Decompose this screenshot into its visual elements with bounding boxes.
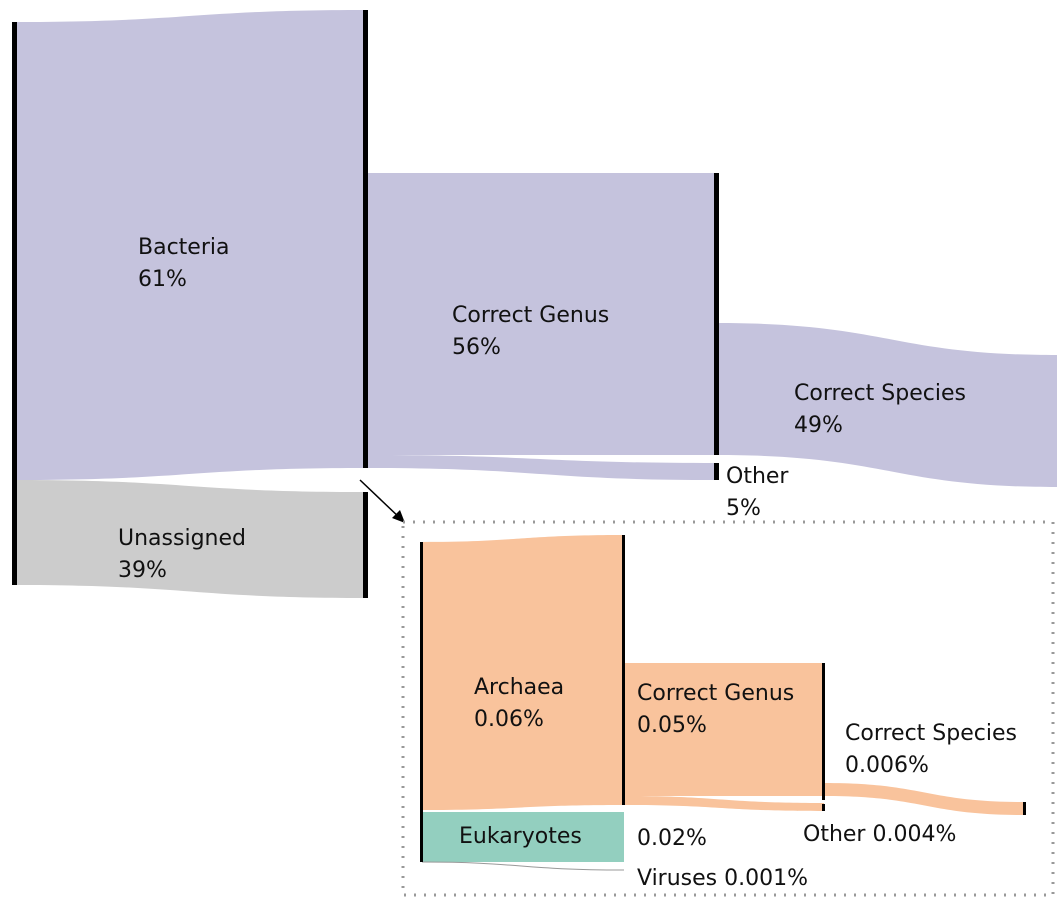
label: 0.06% bbox=[474, 707, 544, 732]
flow-inset-species bbox=[824, 783, 1025, 815]
flow-viruses bbox=[421, 861, 625, 871]
label: Bacteria bbox=[138, 235, 229, 260]
flow-inset-other bbox=[624, 796, 824, 811]
label: 61% bbox=[138, 267, 187, 292]
label: 39% bbox=[118, 558, 167, 583]
flow-correct-genus bbox=[365, 173, 716, 455]
label: Correct Genus bbox=[637, 681, 794, 706]
label: 49% bbox=[794, 413, 843, 438]
label: Viruses 0.001% bbox=[637, 866, 808, 891]
flow-other bbox=[365, 455, 716, 480]
label: 0.02% bbox=[637, 826, 707, 851]
arrow bbox=[359, 479, 403, 521]
label: Correct Genus bbox=[452, 303, 609, 328]
node-bar bbox=[822, 663, 825, 800]
node-bar bbox=[1023, 802, 1026, 815]
label: 5% bbox=[726, 496, 761, 521]
label: Correct Species bbox=[845, 721, 1017, 746]
node-bar bbox=[363, 10, 368, 468]
label: 0.05% bbox=[637, 713, 707, 738]
label: Archaea bbox=[474, 675, 564, 700]
node-bar bbox=[12, 22, 17, 585]
node-bar bbox=[363, 492, 368, 598]
node-bar bbox=[420, 542, 423, 862]
node-bar bbox=[622, 535, 625, 805]
label: Correct Species bbox=[794, 381, 966, 406]
flow-unassigned bbox=[14, 480, 365, 598]
flow-archaea bbox=[422, 535, 624, 810]
flow-eukaryotes bbox=[422, 812, 624, 862]
label: Other bbox=[726, 464, 789, 489]
node-bar bbox=[714, 173, 719, 455]
node-bar bbox=[714, 463, 719, 480]
node-bar bbox=[822, 804, 825, 811]
label: Unassigned bbox=[118, 526, 246, 551]
label: 56% bbox=[452, 335, 501, 360]
flow-bacteria bbox=[14, 10, 365, 480]
flow-inset-genus bbox=[624, 663, 824, 796]
label: Eukaryotes bbox=[459, 824, 582, 849]
flow-correct-species bbox=[716, 323, 1057, 487]
arrow-head bbox=[392, 510, 405, 523]
label: 0.006% bbox=[845, 753, 929, 778]
label: Other 0.004% bbox=[803, 822, 956, 847]
